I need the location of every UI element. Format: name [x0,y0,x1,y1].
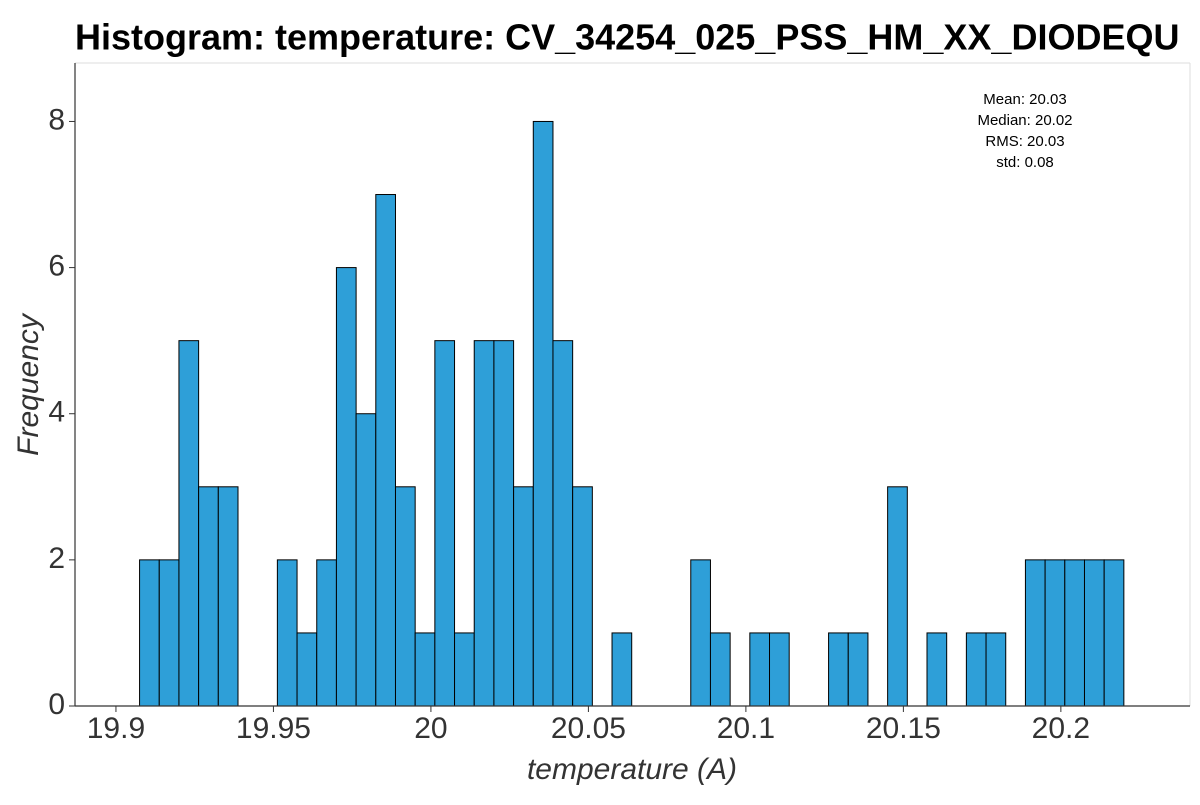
stats-annotation: std: 0.08 [996,154,1054,171]
bar [709,632,731,707]
bar [158,559,180,707]
bar [847,632,869,707]
bar [749,632,771,707]
bar [690,559,711,707]
bar [454,632,475,707]
x-tick-label: 19.9 [87,712,145,745]
bar [335,267,357,707]
bar [1103,559,1125,707]
bar [513,486,534,707]
y-tick-label: 6 [48,250,65,283]
x-tick-label: 20.2 [1032,712,1090,745]
y-tick-label: 2 [48,542,65,575]
bar [552,340,574,707]
bar [355,413,377,707]
y-tick-label: 8 [48,103,65,136]
bar [139,559,160,707]
bar [572,486,593,707]
bar [493,340,515,707]
bar [965,632,987,707]
x-tick-label: 20.1 [717,712,775,745]
bar [887,486,908,707]
bar [1083,559,1105,707]
bar [828,632,849,707]
bar [473,340,495,707]
stats-annotation: Mean: 20.03 [983,91,1066,108]
y-tick-label: 4 [48,396,65,429]
stats-annotation: RMS: 20.03 [985,133,1064,150]
x-tick-label: 20.15 [866,712,941,745]
x-tick-label: 20.05 [551,712,626,745]
bar [1064,559,1085,707]
bar [1044,559,1066,707]
bar [985,632,1007,707]
y-tick-label: 0 [48,688,65,721]
x-axis-label: temperature (A) [527,753,737,786]
bar [316,559,337,707]
bar [394,486,416,707]
bar [532,120,554,707]
bar [276,559,298,707]
bar [198,486,219,707]
x-tick-label: 20 [414,712,447,745]
bar [926,632,948,707]
bar [1024,559,1046,707]
y-axis-label: Frequency [12,312,45,456]
bar [296,632,318,707]
bar [611,632,633,707]
bar [414,632,436,707]
bar [178,340,200,707]
stats-annotation: Median: 20.02 [977,112,1072,129]
chart-title: Histogram: temperature: CV_34254_025_PSS… [75,17,1179,58]
bar [375,194,396,707]
bar [769,632,790,707]
bar [217,486,239,707]
x-tick-label: 19.95 [236,712,311,745]
bar [434,340,456,707]
